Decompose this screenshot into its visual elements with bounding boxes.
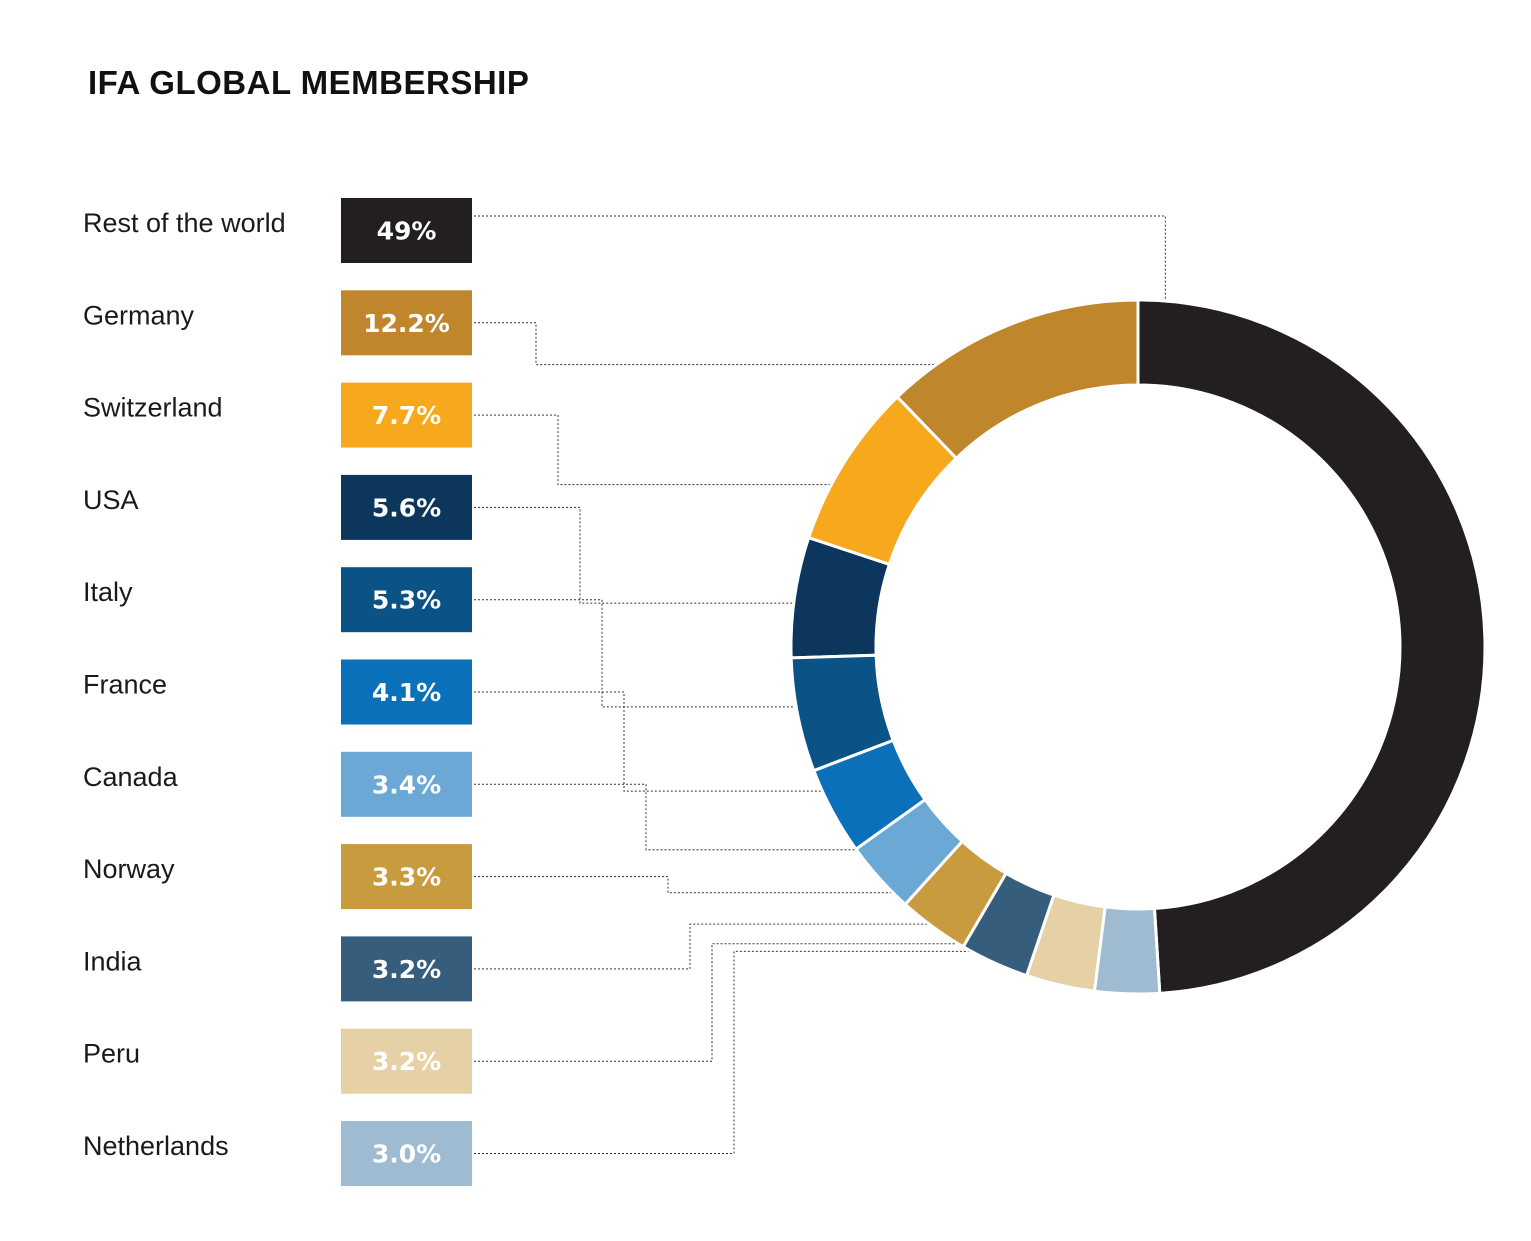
slice-usa: [789, 535, 892, 660]
legend-label-france: France: [83, 670, 167, 700]
slice-rest-of-the-world: [1136, 298, 1487, 995]
leader-line-france: [474, 691, 870, 792]
legend-swatch-canada: [341, 751, 472, 817]
leader-line-india: [474, 923, 1012, 970]
leader-line-germany: [474, 322, 1025, 366]
slice-netherlands: [1092, 905, 1162, 996]
donut-slices: [789, 298, 1487, 996]
data-label-peru: 3.2%: [372, 1047, 441, 1076]
legend-label-peru: Peru: [83, 1039, 140, 1069]
legend-swatch-netherlands: [341, 1121, 472, 1186]
data-label-usa: 5.6%: [372, 493, 441, 522]
legend: Rest of the world 49% Germany 12.2% Switzerl…: [83, 198, 472, 1186]
legend-label-netherlands: Netherlands: [83, 1131, 229, 1161]
legend-swatch-germany: [341, 290, 472, 356]
slice-italy: [789, 653, 896, 773]
legend-swatch-india: [341, 936, 472, 1002]
slice-canada: [853, 797, 965, 907]
legend-swatch-switzerland: [341, 382, 472, 448]
legend-label-switzerland: Switzerland: [83, 393, 223, 423]
data-label-netherlands: 3.0%: [372, 1140, 441, 1169]
data-label-norway: 3.3%: [372, 863, 441, 892]
legend-swatch-italy: [341, 567, 472, 633]
legend-label-canada: Canada: [83, 762, 179, 792]
slice-norway: [903, 839, 1009, 949]
leader-line-canada: [474, 783, 911, 851]
slice-germany: [895, 298, 1140, 461]
legend-label-rest-of-the-world: Rest of the world: [83, 208, 286, 238]
legend-swatch-france: [341, 659, 472, 725]
data-label-rest-of-the-world: 49%: [377, 217, 437, 246]
data-label-germany: 12.2%: [363, 309, 450, 338]
slice-france: [811, 738, 928, 852]
legend-label-germany: Germany: [83, 300, 195, 330]
legend-swatch-usa: [341, 474, 472, 540]
data-label-india: 3.2%: [372, 955, 441, 984]
slice-peru: [1024, 893, 1107, 993]
slice-india: [961, 871, 1056, 978]
data-label-france: 4.1%: [372, 678, 441, 707]
leader-line-usa: [474, 506, 837, 604]
leader-line-peru: [474, 943, 1070, 1062]
legend-label-italy: Italy: [83, 577, 133, 607]
data-label-canada: 3.4%: [372, 770, 441, 799]
chart-title: IFA GLOBAL MEMBERSHIP: [88, 64, 530, 101]
leader-line-netherlands: [474, 950, 1129, 1154]
legend-label-india: India: [83, 946, 143, 976]
legend-label-norway: Norway: [83, 854, 175, 884]
leader-line-switzerland: [474, 414, 881, 486]
leader-line-italy: [474, 599, 840, 708]
leader-line-norway: [474, 876, 959, 894]
slice-switzerland: [806, 394, 959, 567]
legend-swatch-peru: [341, 1028, 472, 1094]
legend-label-usa: USA: [83, 485, 139, 515]
data-label-switzerland: 7.7%: [372, 401, 441, 430]
data-label-italy: 5.3%: [372, 586, 441, 615]
legend-swatch-rest-of-the-world: [341, 198, 472, 263]
legend-swatch-norway: [341, 844, 472, 910]
